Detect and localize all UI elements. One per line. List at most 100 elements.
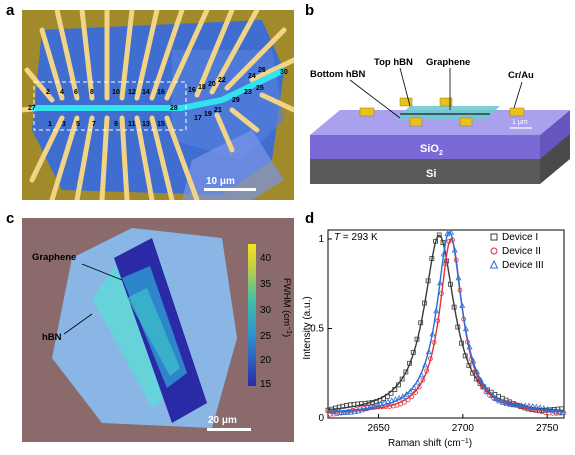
data-point xyxy=(537,404,544,410)
svg-text:25: 25 xyxy=(256,85,264,92)
data-point xyxy=(548,407,555,413)
svg-text:7: 7 xyxy=(92,121,96,128)
data-point xyxy=(418,371,425,378)
data-point xyxy=(420,377,426,383)
data-point xyxy=(470,357,477,364)
data-point xyxy=(362,405,369,412)
data-point xyxy=(399,376,405,382)
data-point xyxy=(544,406,551,412)
data-point xyxy=(340,409,347,415)
y-axis-label: Intensity (a.u.) xyxy=(302,296,313,359)
svg-text:13: 13 xyxy=(142,121,150,128)
data-point xyxy=(488,392,495,398)
data-point xyxy=(436,279,443,286)
legend-marker-1 xyxy=(490,247,498,255)
svg-text:30: 30 xyxy=(280,69,288,76)
svg-text:14: 14 xyxy=(142,89,150,96)
data-point xyxy=(555,408,562,415)
data-point xyxy=(455,324,461,330)
y-tick-label-0: 0 xyxy=(318,413,324,424)
graphene-channel xyxy=(32,67,286,111)
device-micrograph: 2 4 6 8 10 12 14 16 1 3 5 7 9 11 13 15 2… xyxy=(22,10,294,200)
svg-text:20: 20 xyxy=(208,81,216,88)
data-point xyxy=(425,278,431,284)
data-point xyxy=(485,388,492,394)
data-point xyxy=(405,397,411,403)
data-point xyxy=(424,368,430,374)
svg-text:21: 21 xyxy=(214,107,222,114)
svg-text:30: 30 xyxy=(260,305,272,316)
data-point xyxy=(466,343,473,350)
data-point xyxy=(418,320,424,326)
data-point xyxy=(381,399,388,406)
data-point xyxy=(522,402,529,408)
data-point xyxy=(416,384,422,390)
top-hbn-label: Top hBN xyxy=(374,57,413,68)
svg-text:26: 26 xyxy=(258,67,266,74)
data-point xyxy=(347,408,354,415)
data-point xyxy=(377,400,384,407)
data-point xyxy=(446,239,452,244)
svg-text:28: 28 xyxy=(170,105,178,112)
data-point xyxy=(483,389,489,395)
colorbar-title: FWHM (cm−1) xyxy=(281,278,292,337)
data-point xyxy=(409,394,415,400)
data-point xyxy=(440,250,447,257)
svg-text:12: 12 xyxy=(128,89,136,96)
legend-label-2: Device III xyxy=(502,260,544,271)
data-point xyxy=(451,304,457,310)
data-point xyxy=(407,360,412,366)
data-point xyxy=(496,397,503,404)
data-point xyxy=(492,395,499,401)
graphene-label-b: Graphene xyxy=(426,57,470,68)
svg-text:4: 4 xyxy=(60,89,64,96)
svg-text:2: 2 xyxy=(46,89,50,96)
svg-text:24: 24 xyxy=(248,73,256,80)
graphene-label-c: Graphene xyxy=(32,252,76,263)
data-point xyxy=(359,406,366,413)
data-point xyxy=(525,402,532,409)
data-point xyxy=(427,356,433,362)
scale-bar-a-label: 10 μm xyxy=(206,176,235,187)
panel-label-b: b xyxy=(305,2,315,19)
scale-bar-b-label: 1 μm xyxy=(512,119,528,126)
electrode-numbers-bottom: 1 3 5 7 9 11 13 15 xyxy=(48,121,165,128)
hbn-stack xyxy=(395,106,500,120)
data-point xyxy=(436,232,442,238)
y-tick-label-1: 0.5 xyxy=(310,323,324,334)
data-point xyxy=(444,230,451,237)
data-point xyxy=(431,340,437,345)
plot-frame xyxy=(327,229,565,419)
panel-label-a: a xyxy=(6,2,15,19)
data-point xyxy=(462,325,469,332)
raman-map: Graphene hBN 20 μm 40 35 30 25 20 15 FWH… xyxy=(22,218,294,442)
data-point xyxy=(329,408,336,414)
svg-text:17: 17 xyxy=(194,115,202,122)
data-point xyxy=(507,401,514,407)
data-point xyxy=(500,399,506,405)
data-point xyxy=(351,408,358,414)
data-point xyxy=(503,400,510,407)
svg-text:23: 23 xyxy=(244,89,252,96)
data-point xyxy=(433,307,440,314)
svg-text:18: 18 xyxy=(198,84,206,91)
data-point xyxy=(336,409,343,415)
svg-text:25: 25 xyxy=(260,331,272,342)
svg-text:19: 19 xyxy=(204,111,212,118)
svg-text:15: 15 xyxy=(157,121,165,128)
data-point xyxy=(384,393,390,399)
data-point xyxy=(447,281,453,287)
data-point xyxy=(396,394,403,401)
data-point xyxy=(529,403,536,409)
data-point xyxy=(448,229,455,235)
data-point xyxy=(398,401,404,407)
scale-bar-c xyxy=(207,428,251,431)
data-point xyxy=(410,350,416,355)
data-point xyxy=(414,336,420,342)
svg-text:15: 15 xyxy=(260,379,272,390)
temperature-annotation: T = 293 K xyxy=(334,232,378,243)
hbn-label-c: hBN xyxy=(42,332,62,343)
data-point xyxy=(407,388,414,394)
svg-text:16: 16 xyxy=(157,89,165,96)
